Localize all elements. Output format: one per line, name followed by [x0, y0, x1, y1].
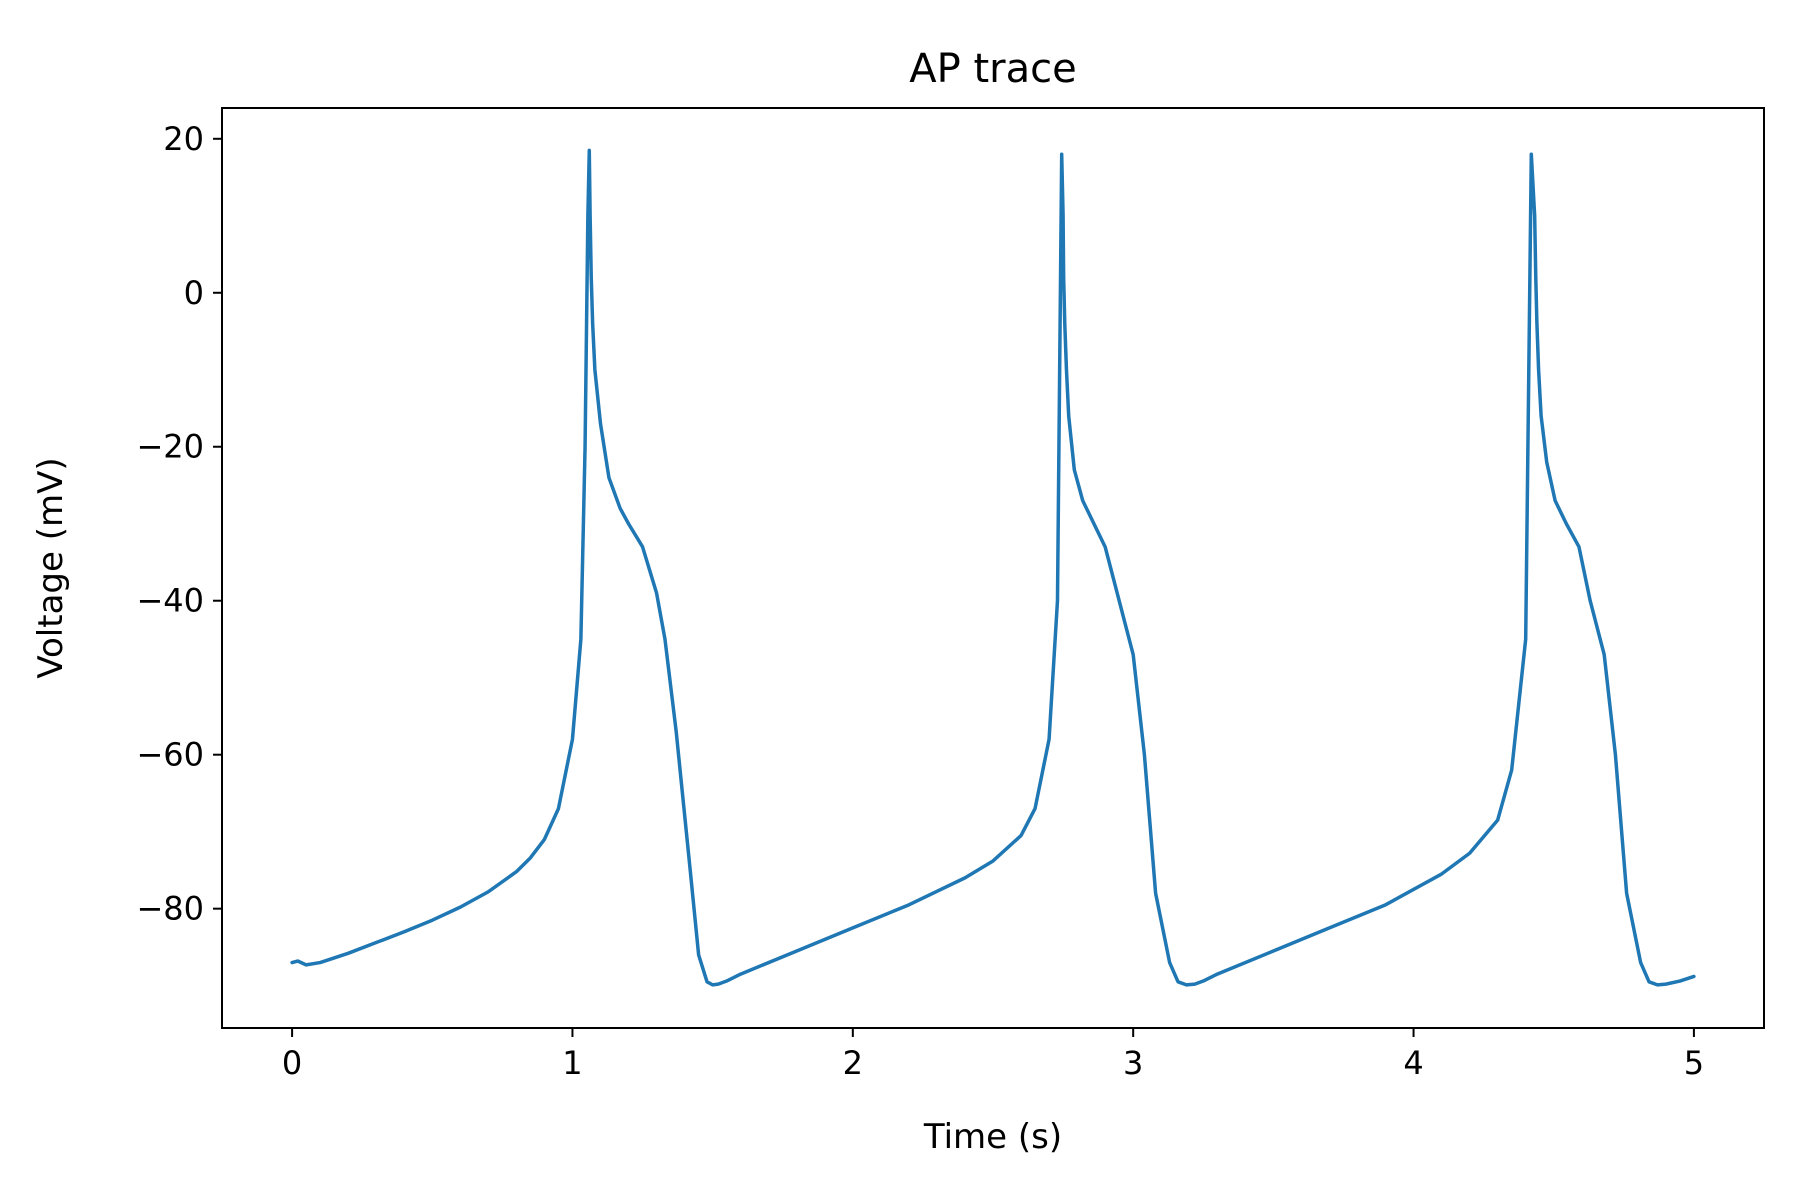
- y-tick-label: 20: [163, 120, 204, 158]
- y-axis-label: Voltage (mV): [31, 457, 71, 678]
- x-axis-ticks: 0 1 2 3 4 5: [282, 1028, 1704, 1082]
- x-tick-label: 4: [1403, 1044, 1423, 1082]
- y-tick-label: −80: [136, 890, 204, 928]
- y-tick-label: −20: [136, 428, 204, 466]
- plot-area: [222, 108, 1764, 1028]
- x-tick-label: 5: [1684, 1044, 1704, 1082]
- y-tick-label: −60: [136, 736, 204, 774]
- y-axis-ticks: 20 0 −20 −40 −60 −80: [136, 120, 222, 928]
- series-layer: [290, 148, 1696, 987]
- chart-title: AP trace: [909, 46, 1076, 92]
- x-tick-label: 1: [562, 1044, 582, 1082]
- y-tick-label: −40: [136, 582, 204, 620]
- x-tick-label: 0: [282, 1044, 302, 1082]
- x-tick-label: 2: [843, 1044, 863, 1082]
- x-tick-label: 3: [1123, 1044, 1143, 1082]
- series-line-0: [290, 148, 1696, 987]
- x-axis-label: Time (s): [923, 1117, 1062, 1157]
- plot-frame: [221, 107, 1765, 1029]
- y-tick-label: 0: [184, 274, 204, 312]
